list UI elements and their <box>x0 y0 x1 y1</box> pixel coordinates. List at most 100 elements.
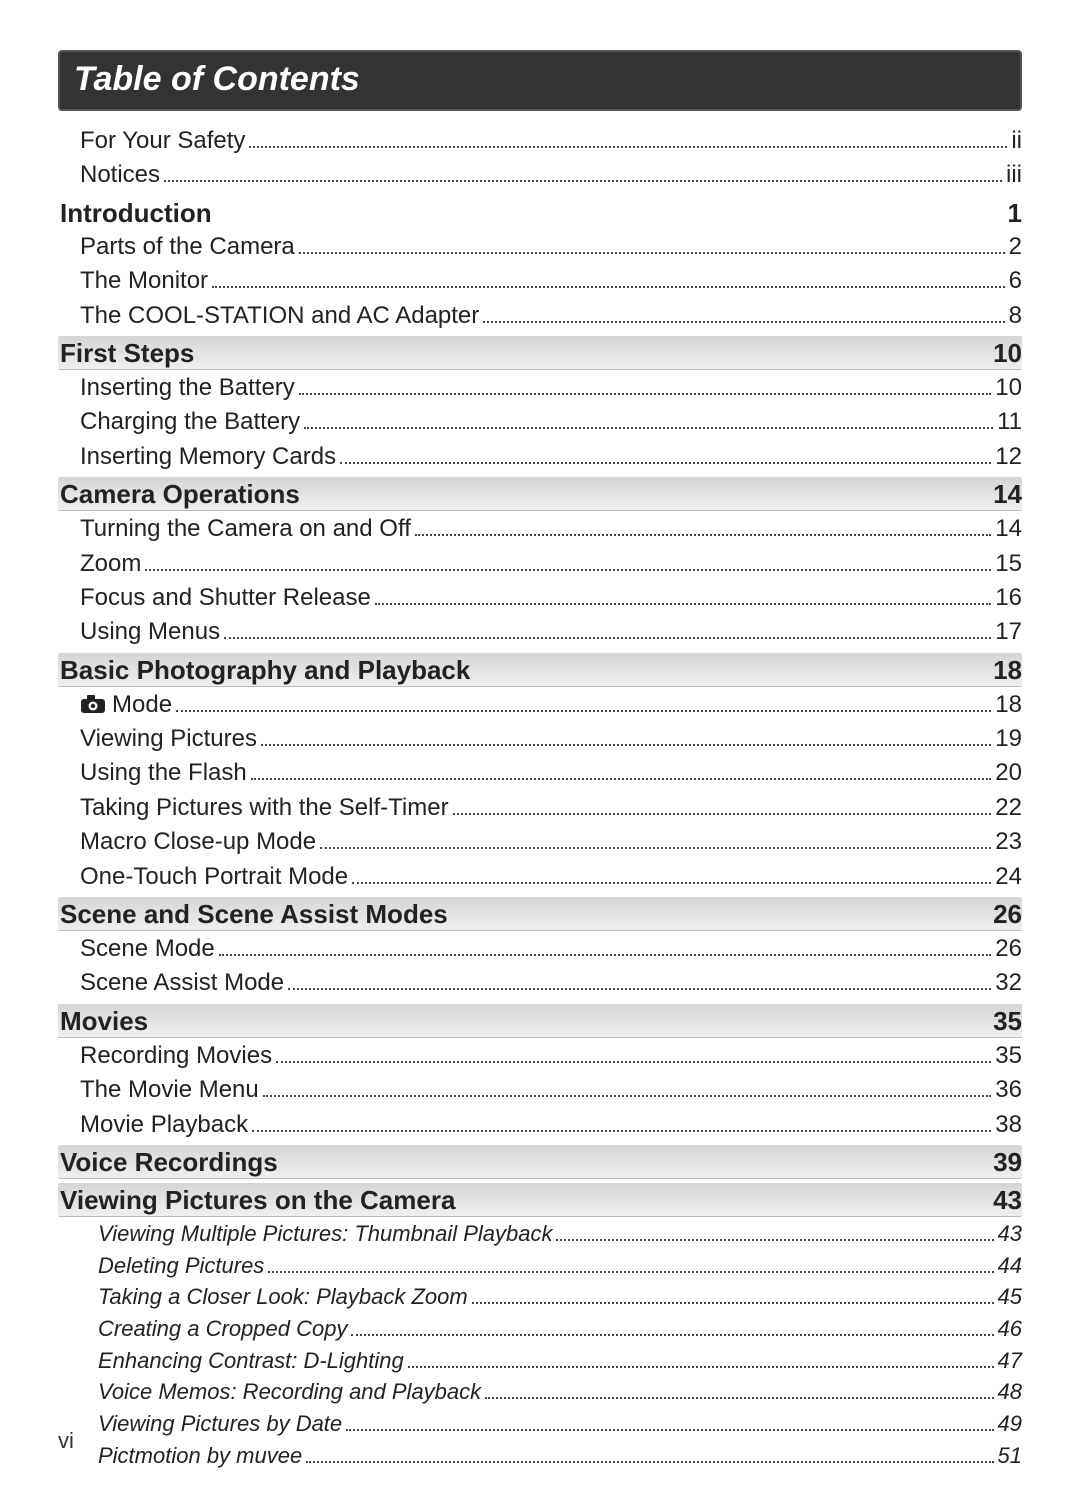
toc-entry-page: 22 <box>995 792 1022 824</box>
toc-entry: Movie Playback 38 <box>80 1109 1022 1141</box>
toc-entry-page: 24 <box>995 861 1022 893</box>
toc-entry-label: Pictmotion by muvee <box>98 1441 302 1471</box>
toc-entry-page: 46 <box>998 1314 1022 1344</box>
toc-leader-dots <box>219 954 992 956</box>
toc-leader-dots <box>306 1461 993 1463</box>
toc-entry-page: 49 <box>998 1409 1022 1439</box>
toc-entry: One-Touch Portrait Mode24 <box>80 861 1022 893</box>
toc-section-head: Voice Recordings39 <box>58 1145 1022 1179</box>
toc-section-head: Viewing Pictures on the Camera43 <box>58 1183 1022 1217</box>
toc-entry: Using the Flash 20 <box>80 757 1022 789</box>
toc-entry-page: ii <box>1011 125 1022 157</box>
toc-entry-page: 20 <box>995 757 1022 789</box>
toc-entry-label: Using the Flash <box>80 757 247 789</box>
toc-leader-dots <box>299 252 1005 254</box>
toc-leader-dots <box>472 1302 994 1304</box>
toc-entry-page: 43 <box>998 1219 1022 1249</box>
toc-entry-label: Enhancing Contrast: D-Lighting <box>98 1346 404 1376</box>
toc-entry-label: Mode <box>80 689 172 721</box>
toc-section-page: 35 <box>993 1006 1022 1037</box>
toc-section-title: Voice Recordings <box>60 1147 993 1178</box>
toc-leader-dots <box>145 569 991 571</box>
toc-entry: The Monitor6 <box>80 265 1022 297</box>
toc-leader-dots <box>252 1130 991 1132</box>
toc-entry: Focus and Shutter Release16 <box>80 582 1022 614</box>
toc-entry-page: 8 <box>1009 300 1022 332</box>
toc-entry-label: The Movie Menu <box>80 1074 259 1106</box>
toc-entry: Viewing Pictures by Date 49 <box>98 1409 1022 1439</box>
toc-section-page: 1 <box>1008 198 1022 229</box>
toc-entry-label: Scene Mode <box>80 933 215 965</box>
toc-leader-dots <box>212 286 1005 288</box>
toc-section-title: Camera Operations <box>60 479 993 510</box>
toc-leader-dots <box>346 1429 993 1431</box>
toc-entry-page: 2 <box>1009 231 1022 263</box>
toc-entry-page: 10 <box>995 372 1022 404</box>
toc-entry-page: 14 <box>995 513 1022 545</box>
toc-entry: Enhancing Contrast: D-Lighting 47 <box>98 1346 1022 1376</box>
toc-leader-dots <box>268 1271 993 1273</box>
toc-entry: Turning the Camera on and Off 14 <box>80 513 1022 545</box>
toc-entry-label: Zoom <box>80 548 141 580</box>
toc-leader-dots <box>375 603 991 605</box>
toc-section-title: Scene and Scene Assist Modes <box>60 899 993 930</box>
toc-entry: Deleting Pictures44 <box>98 1251 1022 1281</box>
toc-entry-label: Macro Close-up Mode <box>80 826 316 858</box>
toc-section-title: Viewing Pictures on the Camera <box>60 1185 993 1216</box>
toc-section-title: First Steps <box>60 338 993 369</box>
toc-entry: For Your Safetyii <box>80 125 1022 157</box>
toc-entry: Taking Pictures with the Self-Timer22 <box>80 792 1022 824</box>
toc-leader-dots <box>483 321 1004 323</box>
toc-entry: The COOL-STATION and AC Adapter8 <box>80 300 1022 332</box>
toc-entry-page: 15 <box>995 548 1022 580</box>
toc-section-page: 39 <box>993 1147 1022 1178</box>
toc-entry-label: Charging the Battery <box>80 406 300 438</box>
page: Table of Contents For Your SafetyiiNotic… <box>0 0 1080 1486</box>
toc-entry: Taking a Closer Look: Playback Zoom45 <box>98 1282 1022 1312</box>
toc-entry-label: Deleting Pictures <box>98 1251 264 1281</box>
toc-entry-page: 12 <box>995 441 1022 473</box>
toc-entry-label: The Monitor <box>80 265 208 297</box>
toc-entry-page: 23 <box>995 826 1022 858</box>
toc-leader-dots <box>261 744 991 746</box>
toc-leader-dots <box>408 1366 994 1368</box>
toc-section-head: Basic Photography and Playback18 <box>58 653 1022 687</box>
toc-entry: Creating a Cropped Copy46 <box>98 1314 1022 1344</box>
toc-entry-page: 19 <box>995 723 1022 755</box>
toc-section-title: Introduction <box>60 198 1008 229</box>
toc-leader-dots <box>304 427 993 429</box>
toc-entry: Charging the Battery11 <box>80 406 1022 438</box>
toc-entry-page: 38 <box>995 1109 1022 1141</box>
toc-leader-dots <box>224 637 991 639</box>
toc-entry-label: Viewing Pictures by Date <box>98 1409 342 1439</box>
toc-leader-dots <box>453 813 992 815</box>
toc-leader-dots <box>164 180 1002 182</box>
toc-entry-label: Parts of the Camera <box>80 231 295 263</box>
toc-leader-dots <box>251 778 992 780</box>
toc-section-head: Camera Operations14 <box>58 477 1022 511</box>
toc-entry: Using Menus17 <box>80 616 1022 648</box>
toc-section-title: Movies <box>60 1006 993 1037</box>
toc-entry-label: Turning the Camera on and Off <box>80 513 411 545</box>
toc-entry-label: Focus and Shutter Release <box>80 582 371 614</box>
toc-entry-page: 47 <box>998 1346 1022 1376</box>
toc-entry: Mode18 <box>80 689 1022 721</box>
toc-entry: Parts of the Camera 2 <box>80 231 1022 263</box>
toc-entry-page: 36 <box>995 1074 1022 1106</box>
toc-entry-page: 51 <box>998 1441 1022 1471</box>
page-number: vi <box>58 1428 74 1454</box>
toc-section-page: 26 <box>993 899 1022 930</box>
toc-entry: Voice Memos: Recording and Playback48 <box>98 1377 1022 1407</box>
toc-leader-dots <box>351 1334 993 1336</box>
toc-entry: Noticesiii <box>80 159 1022 191</box>
toc-leader-dots <box>288 988 991 990</box>
toc-leader-dots <box>352 882 991 884</box>
toc-entry: Scene Assist Mode32 <box>80 967 1022 999</box>
toc-leader-dots <box>320 847 991 849</box>
toc-entry-page: 48 <box>998 1377 1022 1407</box>
toc-section-page: 14 <box>993 479 1022 510</box>
toc-entry: Inserting Memory Cards12 <box>80 441 1022 473</box>
toc-entry-label: Movie Playback <box>80 1109 248 1141</box>
toc-leader-dots <box>340 462 991 464</box>
toc-body: For Your SafetyiiNoticesiiiIntroduction1… <box>58 125 1022 1470</box>
